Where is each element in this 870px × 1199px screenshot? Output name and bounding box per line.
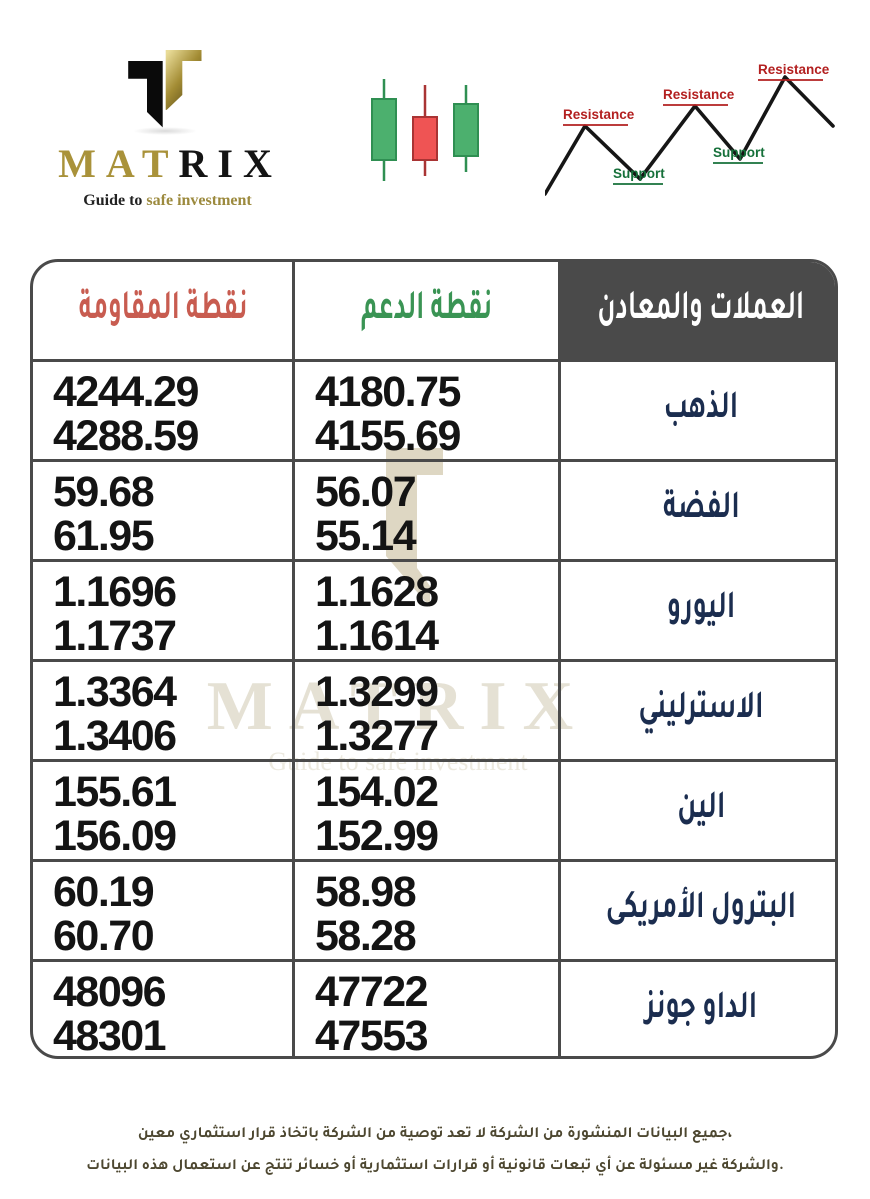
svg-text:Support: Support bbox=[613, 166, 665, 181]
svg-text:Resistance: Resistance bbox=[758, 62, 830, 77]
svg-text:Resistance: Resistance bbox=[663, 87, 735, 102]
svg-text:Support: Support bbox=[713, 145, 765, 160]
svg-text:Resistance: Resistance bbox=[563, 107, 635, 122]
